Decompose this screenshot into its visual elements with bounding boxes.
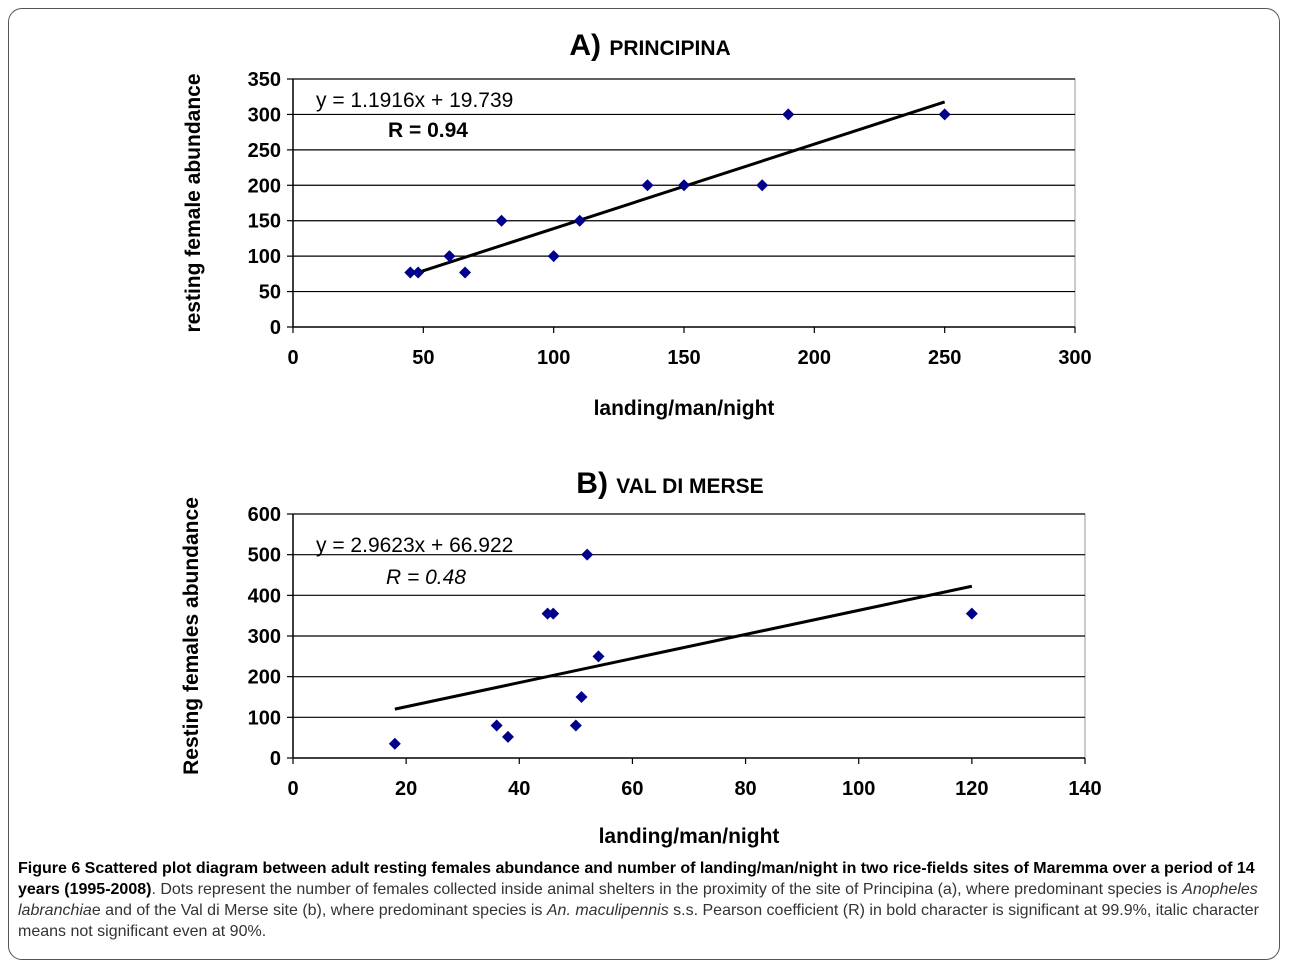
y-tick-label: 350 [248, 69, 281, 91]
y-tick-label: 500 [248, 545, 281, 567]
y-tick-label: 50 [259, 282, 281, 304]
y-tick-label: 600 [248, 504, 281, 526]
pearson-r-label: R = 0.48 [386, 566, 466, 589]
data-point [573, 214, 586, 227]
x-tick-label: 80 [734, 778, 756, 800]
data-point [412, 266, 425, 279]
chart-val-di-merse: 0 100 200 300 400 500 600 0 20 40 60 80 100 120 140 B) … [180, 467, 1102, 848]
panel-title: VAL DI MERSE [616, 475, 763, 498]
caption-text-1: . Dots represent the number of females c… [151, 881, 1183, 898]
y-tick-label: 200 [248, 667, 281, 689]
data-point [782, 108, 795, 121]
x-tick-label: 40 [508, 778, 530, 800]
y-tick-label: 100 [248, 246, 281, 268]
data-point [938, 108, 951, 121]
plot-area [292, 78, 1076, 328]
x-tick-label: 100 [842, 778, 875, 800]
data-point [756, 179, 769, 192]
y-tick-label: 400 [248, 585, 281, 607]
trendline-equation: y = 1.1916x + 19.739 [316, 89, 513, 112]
y-tick-label: 150 [248, 211, 281, 233]
data-point [404, 266, 417, 279]
chart-principina: 0 50 100 150 200 250 300 350 0 50 100 150 200 250 300 A… [182, 29, 1092, 420]
trendline [394, 584, 973, 711]
figure-caption: Figure 6 Scattered plot diagram between … [18, 858, 1280, 942]
figure-frame [8, 8, 1280, 960]
data-point [569, 719, 582, 732]
chart-title: A) PRINCIPINA [569, 29, 730, 62]
caption-title: Figure 6 Scattered plot diagram between … [18, 860, 1255, 898]
y-tick-label: 0 [270, 748, 281, 770]
trendline-equation: y = 2.9623x + 66.922 [316, 534, 513, 557]
y-axis-label: resting female abundance [182, 73, 205, 332]
data-point [443, 250, 456, 263]
x-tick-label: 150 [667, 347, 700, 369]
data-point [678, 179, 690, 192]
pearson-r-label: R = 0.94 [388, 119, 468, 142]
y-tick-label: 0 [270, 317, 281, 339]
caption-species-2: An. maculipennis [546, 902, 669, 919]
data-point [581, 548, 594, 561]
x-tick-label: 120 [955, 778, 988, 800]
x-tick-label: 100 [537, 347, 570, 369]
data-point [501, 730, 514, 743]
caption-species-1: Anopheles labranchia [18, 881, 1258, 919]
data-point [575, 691, 588, 703]
panel-letter: B) [576, 467, 616, 500]
data-point [495, 214, 508, 227]
data-point [641, 179, 654, 192]
caption-text-3: s.s. Pearson coefficient (R) in bold cha… [18, 902, 1259, 940]
x-tick-label: 0 [287, 347, 298, 369]
x-tick-label: 200 [798, 347, 831, 369]
panel-title: PRINCIPINA [609, 37, 730, 60]
data-point [388, 737, 401, 750]
x-tick-label: 50 [412, 347, 434, 369]
data-point [592, 650, 605, 663]
x-tick-label: 250 [928, 347, 961, 369]
data-point [490, 719, 503, 732]
panel-letter: A) [569, 29, 609, 62]
y-tick-label: 300 [248, 626, 281, 648]
y-tick-label: 100 [248, 707, 281, 729]
data-point [459, 266, 472, 279]
data-point [547, 607, 560, 620]
x-tick-label: 20 [395, 778, 417, 800]
x-axis-label: landing/man/night [594, 397, 775, 420]
x-tick-label: 0 [287, 778, 298, 800]
data-point [547, 250, 560, 263]
y-axis-label: Resting females abundance [180, 497, 203, 775]
x-tick-label: 300 [1058, 347, 1091, 369]
y-tick-label: 250 [248, 140, 281, 162]
x-tick-label: 140 [1068, 778, 1101, 800]
caption-text-2: e and of the Val di Merse site (b), wher… [91, 902, 547, 919]
chart-title: B) VAL DI MERSE [576, 467, 763, 500]
y-tick-label: 200 [248, 175, 281, 197]
y-tick-label: 300 [248, 104, 281, 126]
x-axis-label: landing/man/night [599, 825, 780, 848]
x-tick-label: 60 [621, 778, 643, 800]
data-point [965, 607, 978, 620]
